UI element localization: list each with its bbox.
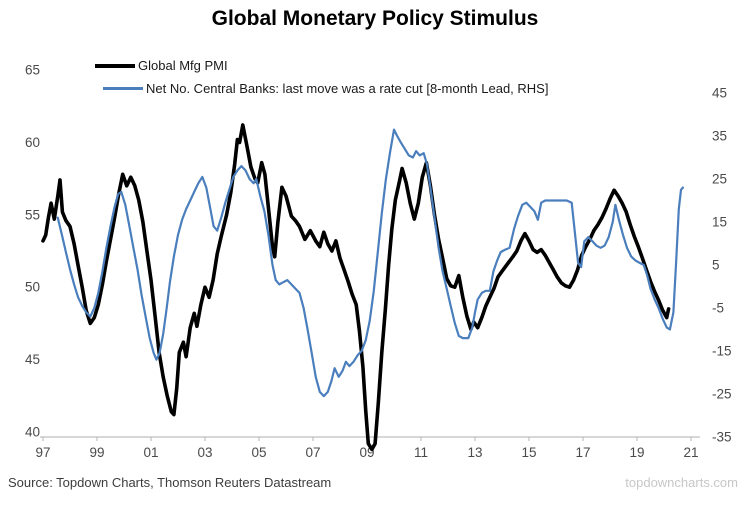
banks-line-swatch-icon [103, 87, 143, 90]
x-axis-tick-label: 01 [143, 445, 158, 460]
right-axis-tick-label: 35 [712, 129, 727, 144]
right-axis-tick-label: -15 [712, 344, 732, 359]
right-axis-tick-label: 15 [712, 215, 727, 230]
pmi-line-series [41, 123, 671, 452]
legend: Global Mfg PMI Net No. Central Banks: la… [95, 54, 548, 100]
left-axis-tick-label: 45 [25, 352, 40, 367]
x-axis-tick-label: 15 [521, 445, 536, 460]
x-axis-tick-label: 13 [467, 445, 482, 460]
x-axis-tick-label: 05 [251, 445, 266, 460]
watermark: topdowncharts.com [625, 475, 738, 490]
right-axis-tick-label: -25 [712, 387, 732, 402]
x-axis-tick-label: 21 [683, 445, 698, 460]
pmi-line-swatch-icon [95, 63, 135, 68]
right-axis-tick-label: 45 [712, 86, 727, 101]
legend-item-banks: Net No. Central Banks: last move was a r… [103, 77, 548, 100]
x-axis-tick-label: 07 [305, 445, 320, 460]
x-axis-tick-label: 97 [35, 445, 50, 460]
right-axis-tick-label: 5 [712, 258, 720, 273]
right-axis-tick-label: 25 [712, 172, 727, 187]
x-axis-tick-label: 19 [629, 445, 644, 460]
left-axis-tick-label: 65 [25, 63, 40, 78]
x-axis-tick-label: 03 [197, 445, 212, 460]
x-axis-tick-label: 11 [414, 445, 428, 460]
left-axis-tick-label: 60 [25, 135, 40, 150]
legend-item-pmi: Global Mfg PMI [95, 54, 548, 77]
right-axis-tick-label: -5 [712, 301, 724, 316]
x-axis-tick-label: 99 [89, 445, 104, 460]
legend-label-banks: Net No. Central Banks: last move was a r… [146, 81, 549, 96]
banks-line-series [56, 128, 685, 398]
legend-label-pmi: Global Mfg PMI [138, 58, 228, 73]
right-axis-tick-label: -35 [712, 430, 732, 445]
x-axis-tick-label: 17 [575, 445, 590, 460]
chart-title: Global Monetary Policy Stimulus [211, 7, 539, 30]
left-axis-tick-label: 50 [25, 280, 40, 295]
left-axis-tick-label: 55 [25, 207, 40, 222]
source-note: Source: Topdown Charts, Thomson Reuters … [8, 475, 332, 490]
left-axis-tick-label: 40 [25, 425, 40, 440]
